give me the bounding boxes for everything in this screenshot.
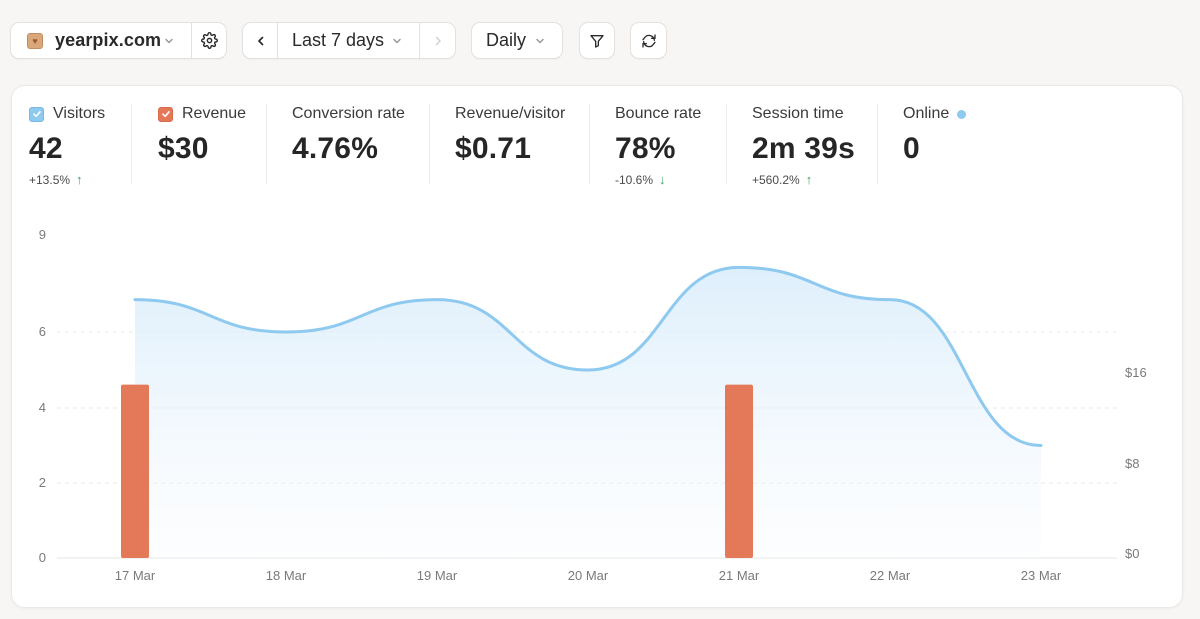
revenue-bar (121, 384, 149, 558)
chevron-down-icon (165, 38, 173, 44)
y2-tick-label: $0 (1125, 546, 1139, 561)
metric-label: Revenue/visitor (455, 105, 566, 122)
granularity-selector[interactable]: Daily (471, 22, 563, 59)
x-tick-label: 17 Mar (115, 568, 156, 583)
y2-tick-label: $8 (1125, 456, 1139, 471)
metric-value: 2m 39s (752, 132, 855, 165)
metric-delta: -10.6% (615, 172, 654, 187)
metric-conversion-rate[interactable]: Conversion rate 4.76% (292, 104, 405, 166)
revenue-checkbox[interactable] (158, 106, 173, 122)
metric-bounce-rate[interactable]: Bounce rate 78% -10.6% ↓ (615, 104, 701, 187)
divider (429, 104, 430, 184)
previous-period-button[interactable] (242, 22, 278, 59)
metric-label: Visitors (53, 105, 106, 122)
visitors-revenue-chart: 0 2 4 6 9 $0 $8 $16 17 Mar 18 Mar 19 Mar 20 Mar 21 M… (39, 227, 1147, 583)
divider (589, 104, 590, 184)
metric-visitors[interactable]: Visitors 42 +13.5% ↑ (29, 104, 105, 187)
y-tick-label: 2 (39, 475, 46, 490)
online-status-dot (957, 109, 967, 119)
metric-label: Online (903, 105, 950, 122)
metric-online[interactable]: Online 0 (903, 104, 967, 166)
metric-delta: +13.5% (29, 172, 71, 187)
x-tick-label: 22 Mar (870, 568, 911, 583)
visitors-checkbox[interactable] (29, 106, 44, 122)
y2-tick-label: $16 (1125, 365, 1147, 380)
divider (266, 104, 267, 184)
revenue-bar (725, 384, 753, 558)
x-tick-label: 19 Mar (417, 568, 458, 583)
metric-session-time[interactable]: Session time 2m 39s +560.2% ↑ (752, 104, 855, 187)
site-name: yearpix.com (55, 30, 162, 50)
chevron-right-icon (435, 36, 441, 45)
visitors-area (135, 267, 1041, 558)
visitors-line (133, 265, 1043, 447)
metric-label: Revenue (182, 105, 247, 122)
refresh-button[interactable] (630, 22, 667, 59)
x-tick-label: 21 Mar (719, 568, 760, 583)
metric-value: 0 (903, 132, 920, 165)
y-tick-label: 0 (39, 550, 46, 565)
y-tick-label: 4 (39, 400, 46, 415)
gear-icon (200, 32, 218, 49)
date-range-label: Last 7 days (292, 30, 385, 50)
metric-label: Session time (752, 105, 844, 122)
analytics-card: Visitors 42 +13.5% ↑ Revenue $30 Convers… (11, 85, 1183, 608)
metric-label: Bounce rate (615, 105, 702, 122)
metric-label: Conversion rate (292, 105, 405, 122)
check-icon (161, 111, 170, 118)
y-tick-label: 6 (39, 324, 46, 339)
check-icon (32, 111, 41, 118)
chevron-left-icon (257, 36, 263, 45)
divider (131, 104, 132, 184)
favicon-icon: ♥ (27, 32, 43, 49)
metric-delta: +560.2% (752, 172, 800, 187)
metric-value: 4.76% (292, 132, 379, 165)
x-tick-label: 18 Mar (266, 568, 307, 583)
metric-revenue-per-visitor[interactable]: Revenue/visitor $0.71 (455, 104, 565, 166)
date-range-selector[interactable]: Last 7 days (277, 22, 420, 59)
divider (877, 104, 878, 184)
chevron-down-icon (393, 38, 401, 44)
metric-value: $30 (158, 132, 209, 165)
metric-revenue[interactable]: Revenue $30 (158, 104, 246, 166)
y-tick-label: 9 (39, 227, 46, 242)
x-tick-label: 20 Mar (568, 568, 609, 583)
arrow-down-icon: ↓ (659, 172, 666, 187)
arrow-up-icon: ↑ (805, 172, 813, 187)
refresh-icon (641, 33, 656, 48)
metric-value: 78% (615, 132, 676, 165)
divider (726, 104, 727, 184)
chevron-down-icon (536, 38, 544, 44)
settings-button[interactable] (191, 22, 227, 59)
site-selector[interactable]: ♥ yearpix.com (10, 22, 191, 59)
x-tick-label: 23 Mar (1021, 568, 1062, 583)
metric-value: 42 (29, 132, 63, 165)
arrow-up-icon: ↑ (76, 172, 83, 187)
metric-value: $0.71 (455, 132, 532, 165)
next-period-button[interactable] (420, 22, 456, 59)
filter-icon (590, 34, 604, 48)
filter-button[interactable] (579, 22, 615, 59)
granularity-label: Daily (486, 30, 527, 50)
